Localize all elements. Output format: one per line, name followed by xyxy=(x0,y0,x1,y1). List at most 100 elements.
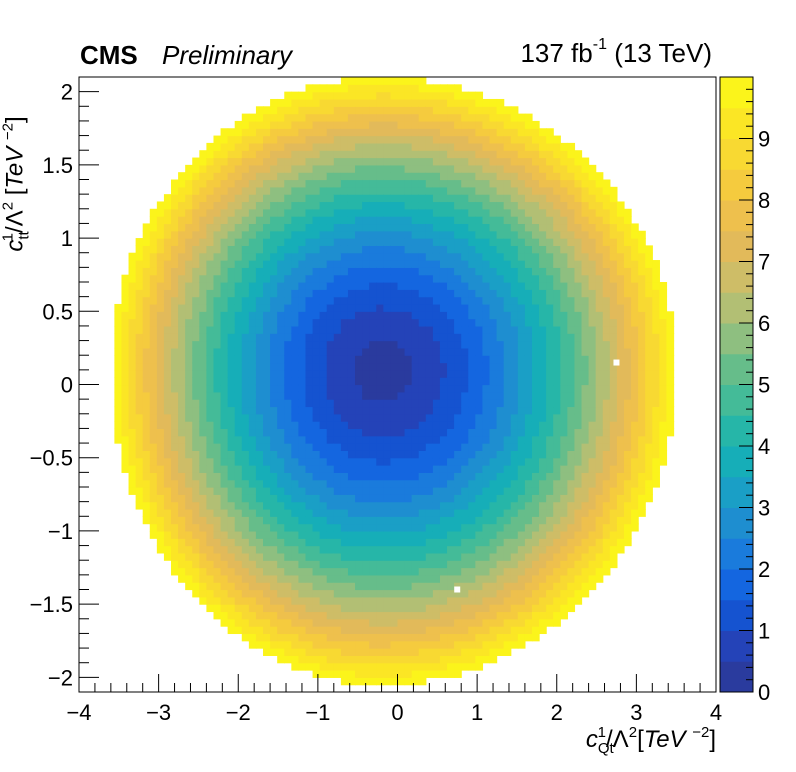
heatmap-cell xyxy=(220,413,229,422)
heatmap-cell xyxy=(623,406,632,415)
heatmap-cell xyxy=(489,487,498,495)
heatmap-cell xyxy=(503,238,512,246)
heatmap-cell xyxy=(510,523,519,532)
heatmap-cell xyxy=(560,465,568,473)
heatmap-cell xyxy=(560,457,568,466)
heatmap-cell xyxy=(425,245,434,254)
heatmap-cell xyxy=(347,611,356,620)
heatmap-cell xyxy=(574,260,583,268)
heatmap-cell xyxy=(517,508,526,517)
heatmap-cell xyxy=(425,640,434,649)
heatmap-cell xyxy=(142,450,151,459)
heatmap-cell xyxy=(213,303,222,312)
heatmap-cell xyxy=(156,530,165,539)
heatmap-cell xyxy=(439,648,448,656)
heatmap-cell xyxy=(234,560,243,569)
heatmap-cell xyxy=(496,252,505,261)
heatmap-cell xyxy=(418,347,427,356)
heatmap-cell xyxy=(270,413,278,422)
heatmap-cell xyxy=(298,179,307,188)
heatmap-cell xyxy=(142,274,151,283)
heatmap-cell xyxy=(333,560,342,569)
heatmap-cell xyxy=(142,443,151,451)
heatmap-cell xyxy=(347,362,356,371)
heatmap-cell xyxy=(340,325,349,334)
heatmap-cell xyxy=(248,596,257,605)
heatmap-cell xyxy=(404,318,413,327)
heatmap-cell xyxy=(425,289,434,298)
heatmap-cell xyxy=(227,611,236,620)
heatmap-cell xyxy=(439,355,448,364)
heatmap-cell xyxy=(298,450,307,459)
heatmap-cell xyxy=(454,106,462,115)
heatmap-cell xyxy=(510,172,519,181)
heatmap-cell xyxy=(305,296,314,305)
heatmap-cell xyxy=(326,303,335,312)
heatmap-cell xyxy=(447,260,455,268)
heatmap-cell xyxy=(376,369,384,378)
heatmap-cell xyxy=(291,113,300,122)
heatmap-cell xyxy=(560,516,568,525)
heatmap-cell xyxy=(213,596,222,605)
heatmap-cell xyxy=(312,106,321,115)
heatmap-cell xyxy=(468,362,476,371)
heatmap-cell xyxy=(616,443,625,451)
heatmap-cell xyxy=(135,318,144,327)
heatmap-cell xyxy=(241,296,250,305)
heatmap-cell xyxy=(623,494,632,503)
heatmap-cell xyxy=(234,135,243,144)
heatmap-cell xyxy=(185,530,193,539)
heatmap-cell xyxy=(347,457,356,466)
heatmap-cell xyxy=(517,626,526,635)
heatmap-cell xyxy=(524,245,533,254)
heatmap-cell xyxy=(539,289,547,298)
heatmap-cell xyxy=(369,135,377,144)
heatmap-cell xyxy=(496,406,505,415)
heatmap-cell xyxy=(546,604,554,613)
heatmap-cell xyxy=(553,457,561,466)
heatmap-cell xyxy=(439,194,448,203)
heatmap-cell xyxy=(447,355,455,364)
heatmap-cell xyxy=(546,582,554,591)
heatmap-cell xyxy=(369,648,377,656)
heatmap-cell xyxy=(595,472,604,481)
heatmap-cell xyxy=(206,501,215,510)
heatmap-cell xyxy=(270,538,278,547)
heatmap-cell xyxy=(135,303,144,312)
heatmap-cell xyxy=(546,538,554,547)
heatmap-cell xyxy=(418,596,427,605)
heatmap-cell xyxy=(234,325,243,334)
heatmap-cell xyxy=(489,494,498,503)
heatmap-cell xyxy=(553,567,561,576)
heatmap-cell xyxy=(305,98,314,107)
heatmap-cell xyxy=(277,538,285,547)
heatmap-cell xyxy=(567,508,576,517)
heatmap-cell xyxy=(277,552,285,561)
heatmap-cell xyxy=(531,604,540,613)
heatmap-cell xyxy=(213,582,222,591)
heatmap-cell xyxy=(588,567,597,576)
heatmap-cell xyxy=(432,311,441,320)
heatmap-cell xyxy=(425,421,434,430)
heatmap-cell xyxy=(468,91,476,100)
heatmap-cell xyxy=(114,347,123,356)
heatmap-cell xyxy=(609,347,618,356)
heatmap-cell xyxy=(425,487,434,495)
heatmap-cell xyxy=(489,128,498,137)
heatmap-cell xyxy=(347,391,356,400)
heatmap-cell xyxy=(383,406,392,415)
heatmap-cell xyxy=(404,91,413,100)
heatmap-cell xyxy=(326,362,335,371)
heatmap-cell xyxy=(156,508,165,517)
heatmap-cell xyxy=(128,369,137,378)
heatmap-cell xyxy=(340,618,349,627)
heatmap-cell xyxy=(163,289,172,298)
heatmap-cell xyxy=(390,172,399,181)
heatmap-cell xyxy=(482,216,491,225)
heatmap-cell xyxy=(609,333,618,342)
heatmap-cell xyxy=(503,487,512,495)
heatmap-cell xyxy=(362,450,370,459)
heatmap-cell xyxy=(277,413,285,422)
heatmap-cell xyxy=(439,267,448,276)
heatmap-cell xyxy=(362,640,370,649)
